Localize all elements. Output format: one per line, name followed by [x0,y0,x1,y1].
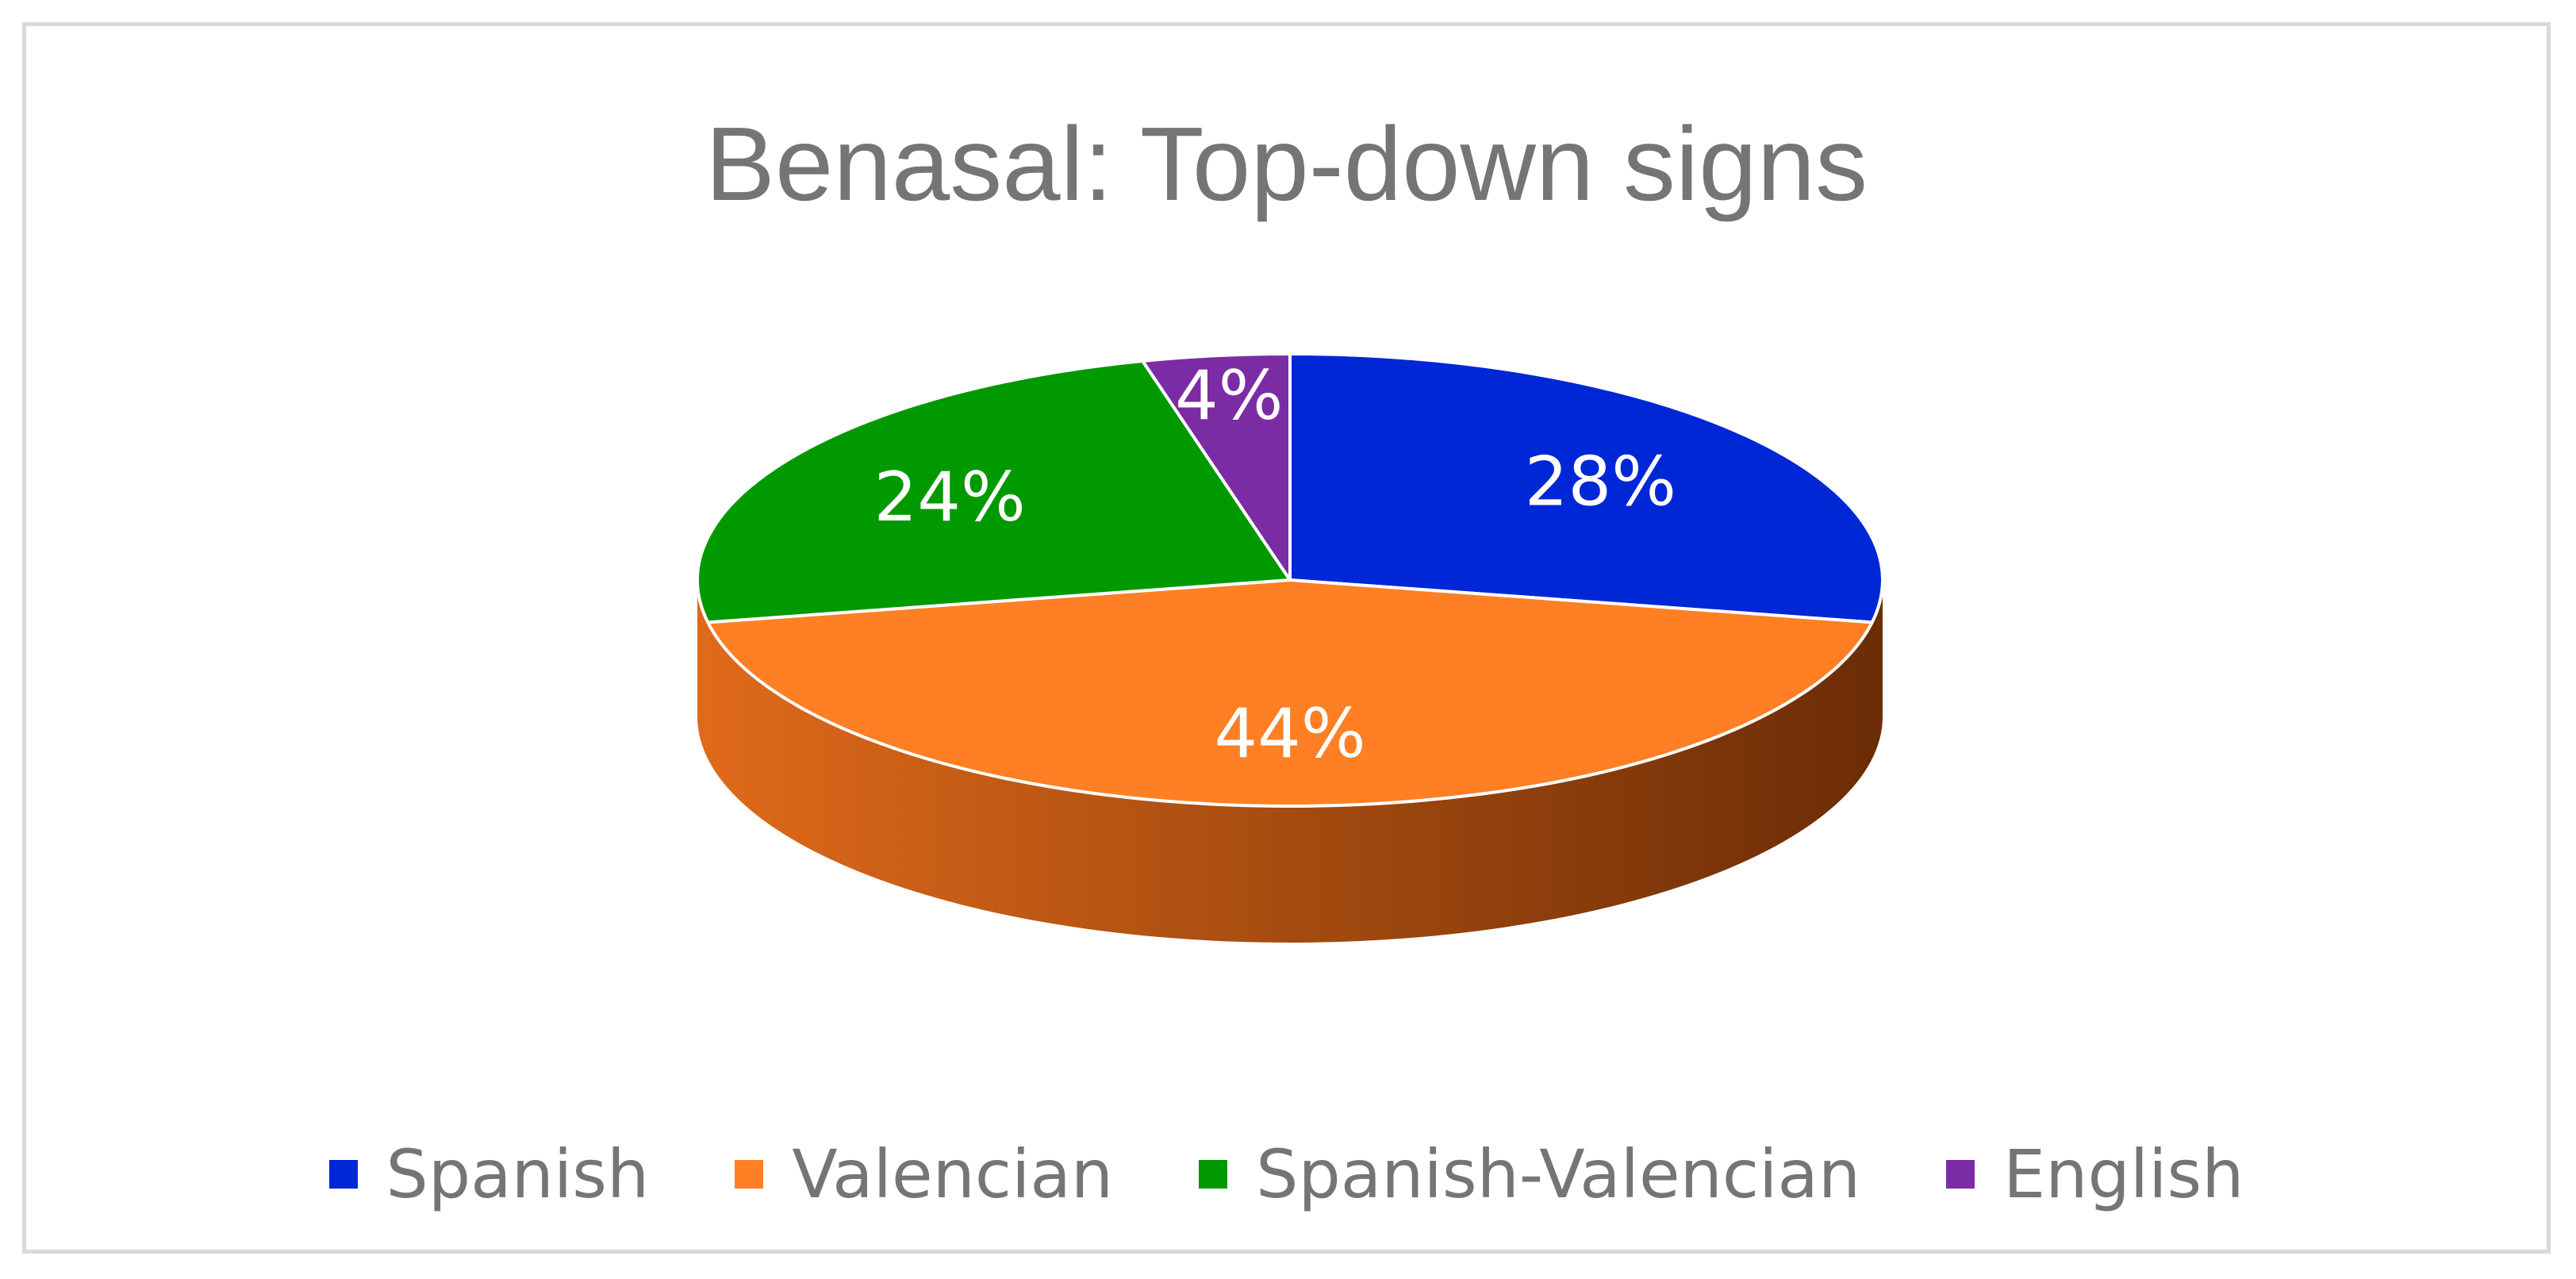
pie-slices [696,352,1884,808]
chart-frame: Benasal: Top-down signs 28% 44% 24% 4% Span… [22,22,2551,1254]
chart-title: Benasal: Top-down signs [704,106,1868,222]
legend-swatch-spanish-valencian [1199,1160,1228,1189]
pie-side-wall [697,580,1883,943]
data-label-english: 4% [1175,356,1283,436]
legend-label-spanish-valencian: Spanish-Valencian [1256,1135,1861,1213]
legend-item-spanish-valencian: Spanish-Valencian [1199,1141,1860,1208]
legend-swatch-valencian [735,1160,764,1189]
legend-swatch-english [1946,1160,1975,1189]
legend-swatch-spanish [328,1160,358,1189]
legend: Spanish Valencian Spanish-Valencian English [26,1131,2547,1218]
data-label-spanish-valencian: 24% [874,458,1026,537]
pie-labels: 28% 44% 24% 4% [874,356,1676,774]
legend-label-valencian: Valencian [792,1135,1114,1213]
pie-side [697,580,1883,943]
pie-chart: 28% 44% 24% 4% [696,352,1884,943]
legend-label-english: English [2003,1135,2244,1213]
pie-slice-valencian [706,578,1874,808]
legend-item-english: English [1946,1141,2244,1208]
legend-item-valencian: Valencian [735,1141,1113,1208]
pie-slice-spanish-valencian [696,359,1292,624]
pie-slice-spanish [1288,352,1884,624]
data-label-spanish: 28% [1525,442,1676,521]
legend-label-spanish: Spanish [386,1135,650,1213]
legend-item-spanish: Spanish [328,1135,650,1213]
pie-slice-english [1141,352,1292,582]
data-label-valencian: 44% [1214,694,1365,774]
